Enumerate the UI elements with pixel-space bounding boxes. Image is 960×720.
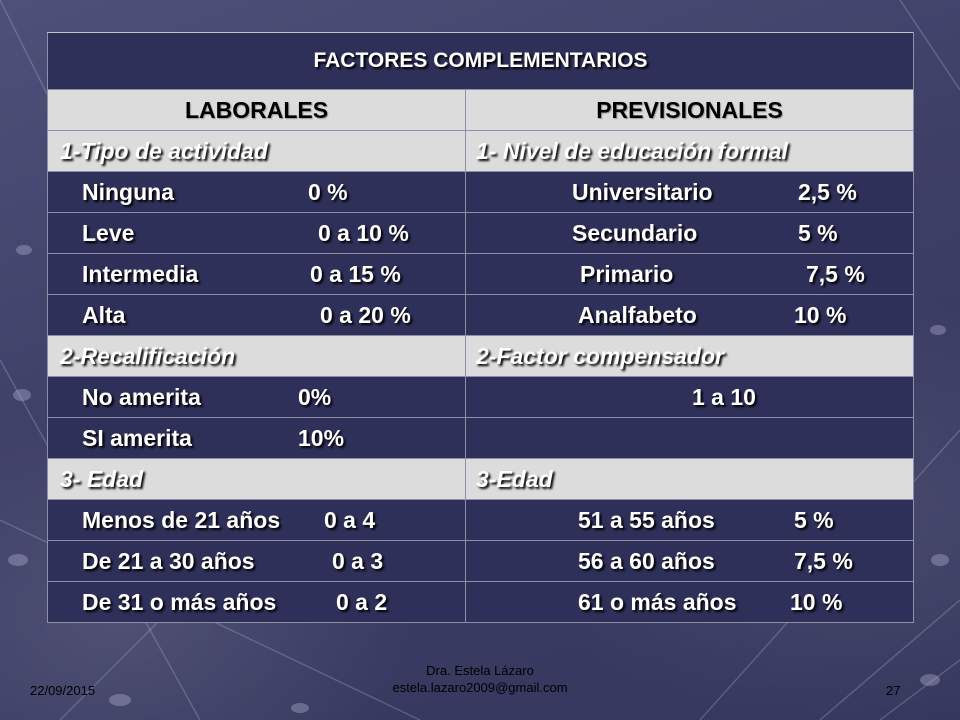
right-cell: Analfabeto 10 %: [464, 294, 915, 336]
section-header-left-label: 3- Edad: [60, 465, 144, 492]
left-value: 0 a 15 %: [310, 260, 401, 287]
column-header-right-label: PREVISIONALES: [596, 96, 783, 123]
section-header-left-label: 2-Recalificación: [60, 342, 236, 369]
table-row: Intermedia 0 a 15 % Primario 7,5 %: [47, 253, 915, 295]
footer-email: estela.lazaro2009@gmail.com: [392, 680, 568, 695]
right-value: 10 %: [794, 301, 847, 328]
left-value: 0%: [298, 383, 332, 410]
left-value: 10%: [298, 424, 345, 451]
right-cell: Secundario 5 %: [464, 212, 915, 254]
right-value: 5 %: [794, 506, 834, 533]
right-cell: 56 a 60 años 7,5 %: [464, 540, 915, 582]
footer-author: Dra. Estela Lázaro: [426, 663, 534, 678]
section-header-right-label: 2-Factor compensador: [476, 342, 724, 369]
section-header-right: 1- Nivel de educación formal: [464, 130, 915, 172]
table-row: SI amerita 10%: [47, 417, 915, 459]
left-value: 0 a 20 %: [320, 301, 411, 328]
left-label: Alta: [82, 301, 126, 328]
left-label: SI amerita: [82, 424, 192, 451]
left-cell: SI amerita 10%: [47, 417, 466, 459]
left-label: Intermedia: [82, 260, 199, 287]
right-cell: Primario 7,5 %: [464, 253, 915, 295]
table-row: De 31 o más años 0 a 2 61 o más años 10 %: [47, 581, 915, 623]
table-row: Menos de 21 años 0 a 4 51 a 55 años 5 %: [47, 499, 915, 541]
right-label: Secundario: [572, 219, 698, 246]
column-header-left-label: LABORALES: [184, 96, 329, 123]
left-value: 0 a 3: [332, 547, 384, 574]
left-cell: Menos de 21 años 0 a 4: [47, 499, 466, 541]
right-value: 2,5 %: [798, 178, 857, 205]
right-label: 61 o más años: [578, 588, 737, 615]
left-label: De 31 o más años: [82, 588, 277, 615]
right-value: 10 %: [790, 588, 843, 615]
right-cell: [464, 417, 915, 459]
section-header-left: 2-Recalificación: [47, 335, 466, 377]
section-header-left-label: 1-Tipo de actividad: [60, 137, 268, 164]
right-label: Universitario: [572, 178, 713, 205]
table-title: FACTORES COMPLEMENTARIOS: [313, 49, 648, 72]
left-label: Menos de 21 años: [82, 506, 281, 533]
table-title-cell: FACTORES COMPLEMENTARIOS: [46, 32, 915, 90]
table-row: Leve 0 a 10 % Secundario 5 %: [47, 212, 915, 254]
table-row: No amerita 0% 1 a 10: [47, 376, 915, 418]
right-cell: Universitario 2,5 %: [464, 171, 915, 213]
column-header-left: LABORALES: [47, 89, 466, 131]
right-label: 51 a 55 años: [578, 506, 715, 533]
section-header-right: 2-Factor compensador: [464, 335, 915, 377]
right-cell: 51 a 55 años 5 %: [464, 499, 915, 541]
right-value: 7,5 %: [806, 260, 865, 287]
right-value: 7,5 %: [794, 547, 853, 574]
column-header-row: LABORALES PREVISIONALES: [47, 89, 915, 131]
footer-date: 22/09/2015: [30, 683, 96, 698]
table-title-row: FACTORES COMPLEMENTARIOS: [46, 32, 915, 90]
column-header-right: PREVISIONALES: [464, 89, 915, 131]
left-label: De 21 a 30 años: [82, 547, 255, 574]
left-label: Ninguna: [82, 178, 174, 205]
table-row: Ninguna 0 % Universitario 2,5 %: [47, 171, 915, 213]
left-value: 0 %: [308, 178, 348, 205]
left-cell: Alta 0 a 20 %: [47, 294, 466, 336]
left-cell: No amerita 0%: [47, 376, 466, 418]
right-label: Primario: [580, 260, 674, 287]
left-value: 0 a 10 %: [318, 219, 409, 246]
table-row: Alta 0 a 20 % Analfabeto 10 %: [47, 294, 915, 336]
left-cell: De 31 o más años 0 a 2: [47, 581, 466, 623]
factors-table: FACTORES COMPLEMENTARIOS LABORALES PREVI…: [46, 32, 915, 623]
left-value: 0 a 4: [324, 506, 376, 533]
section-header-row: 1-Tipo de actividad 1- Nivel de educació…: [47, 130, 915, 172]
right-cell: 61 o más años 10 %: [464, 581, 915, 623]
section-header-left: 1-Tipo de actividad: [47, 130, 466, 172]
left-cell: De 21 a 30 años 0 a 3: [47, 540, 466, 582]
section-header-right: 3-Edad: [464, 458, 915, 500]
table-row: De 21 a 30 años 0 a 3 56 a 60 años 7,5 %: [47, 540, 915, 582]
section-header-left: 3- Edad: [47, 458, 466, 500]
right-label: 56 a 60 años: [578, 547, 715, 574]
left-label: Leve: [82, 219, 135, 246]
left-cell: Leve 0 a 10 %: [47, 212, 466, 254]
left-value: 0 a 2: [336, 588, 388, 615]
footer-author-block: Dra. Estela Lázaro estela.lazaro2009@gma…: [330, 662, 630, 696]
footer-page-number: 27: [886, 683, 901, 698]
right-value: 5 %: [798, 219, 838, 246]
section-header-row: 3- Edad 3-Edad: [47, 458, 915, 500]
left-cell: Ninguna 0 %: [47, 171, 466, 213]
section-header-right-label: 3-Edad: [476, 465, 553, 492]
left-label: No amerita: [82, 383, 201, 410]
section-header-row: 2-Recalificación 2-Factor compensador: [47, 335, 915, 377]
right-cell: 1 a 10: [464, 376, 915, 418]
left-cell: Intermedia 0 a 15 %: [47, 253, 466, 295]
section-header-right-label: 1- Nivel de educación formal: [476, 137, 788, 164]
right-value: 1 a 10: [692, 383, 756, 410]
right-label: Analfabeto: [578, 301, 697, 328]
